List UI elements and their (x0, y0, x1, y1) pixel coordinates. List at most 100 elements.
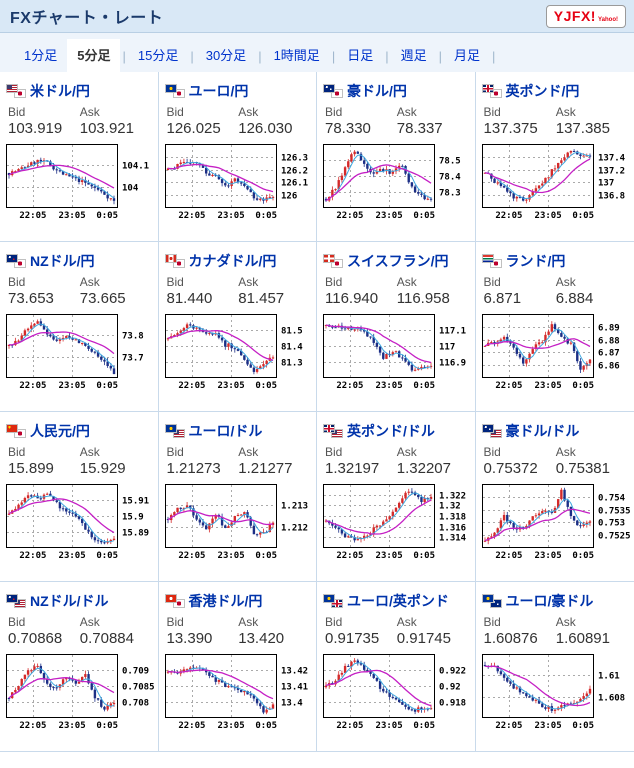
currency-pair-flags-icon (323, 593, 344, 609)
candlestick-chart-svg: 15.91 15.9 15.89 22:05 23:05 0:05 (6, 484, 149, 561)
pair-link[interactable]: ユーロ/豪ドル (476, 582, 634, 612)
pair-cell: ユーロ/円 Bid 126.025 Ask 126.030 126.3 126.2… (158, 72, 317, 242)
svg-text:23:05: 23:05 (217, 381, 244, 391)
svg-text:22:05: 22:05 (495, 381, 522, 391)
bid-value: 1.60876 (483, 630, 538, 647)
svg-text:6.87: 6.87 (598, 349, 620, 359)
yjfx-logo[interactable]: YJFX! Yahoo! (545, 4, 626, 28)
pair-cell: スイスフラン/円 Bid 116.940 Ask 116.958 117.1 11… (317, 242, 476, 412)
svg-text:22:05: 22:05 (178, 381, 205, 391)
mini-candlestick-chart[interactable]: 0.709 0.7085 0.708 22:05 23:05 0:05 (6, 654, 158, 732)
currency-pair-flags-icon (323, 253, 344, 269)
pair-link[interactable]: 人民元/円 (0, 412, 158, 442)
pair-link[interactable]: 豪ドル/ドル (476, 412, 634, 442)
base-currency-flag-icon (164, 83, 177, 93)
mini-candlestick-chart[interactable]: 73.8 73.7 22:05 23:05 0:05 (6, 314, 158, 392)
candlestick-chart-svg: 1.61 1.608 22:05 23:05 0:05 (481, 654, 625, 731)
tab-timeframe-5[interactable]: 日足 (347, 48, 374, 63)
mini-candlestick-chart[interactable]: 1.61 1.608 22:05 23:05 0:05 (481, 654, 634, 732)
bid-value: 6.871 (483, 290, 522, 307)
svg-text:1.61: 1.61 (598, 672, 620, 682)
mini-candlestick-chart[interactable]: 81.5 81.4 81.3 22:05 23:05 0:05 (164, 314, 317, 392)
mini-candlestick-chart[interactable]: 1.322 1.32 1.318 1.316 1.314 22:05 23:05 0:05 (323, 484, 475, 562)
svg-text:1.608: 1.608 (598, 694, 625, 704)
pair-link[interactable]: 英ポンド/ドル (317, 412, 475, 442)
mini-candlestick-chart[interactable]: 15.91 15.9 15.89 22:05 23:05 0:05 (6, 484, 158, 562)
mini-candlestick-chart[interactable]: 0.754 0.7535 0.753 0.7525 22:05 23:05 0:05 (481, 484, 634, 562)
mini-candlestick-chart[interactable]: 126.3 126.2 126.1 126 22:05 23:05 0:05 (164, 144, 317, 222)
candlestick-chart-svg: 137.4 137.2 137 136.8 22:05 23:05 0:05 (481, 144, 625, 221)
mini-candlestick-chart[interactable]: 6.89 6.88 6.87 6.86 22:05 23:05 0:05 (481, 314, 634, 392)
pair-link[interactable]: 豪ドル/円 (317, 72, 475, 102)
mini-candlestick-chart[interactable]: 137.4 137.2 137 136.8 22:05 23:05 0:05 (481, 144, 634, 222)
tab-timeframe-7[interactable]: 月足 (454, 48, 481, 63)
bid-value: 0.75372 (483, 460, 538, 477)
pair-link[interactable]: 香港ドル/円 (159, 582, 317, 612)
tab-timeframe-4[interactable]: 1時間足 (273, 48, 320, 63)
svg-text:0:05: 0:05 (572, 551, 594, 561)
svg-text:116.9: 116.9 (439, 359, 466, 369)
svg-text:23:05: 23:05 (59, 551, 86, 561)
quote-currency-flag-icon (14, 88, 26, 98)
pair-link[interactable]: 英ポンド/円 (476, 72, 634, 102)
pair-name: ユーロ/英ポンド (347, 593, 449, 609)
quote-row: Bid 1.60876 Ask 1.60891 (476, 612, 634, 647)
svg-text:15.91: 15.91 (122, 497, 149, 507)
pair-link[interactable]: ユーロ/円 (159, 72, 317, 102)
candlestick-chart-svg: 73.8 73.7 22:05 23:05 0:05 (6, 314, 144, 391)
pair-link[interactable]: カナダドル/円 (159, 242, 317, 272)
tab-timeframe-1[interactable]: 5分足 (67, 39, 121, 72)
pair-name: ユーロ/円 (188, 83, 249, 99)
base-currency-flag-icon (481, 423, 494, 433)
candlestick-chart-svg: 0.922 0.92 0.918 22:05 23:05 0:05 (323, 654, 466, 731)
tab-separator: | (258, 49, 262, 64)
base-currency-flag-icon (6, 83, 18, 93)
pair-cell: 英ポンド/円 Bid 137.375 Ask 137.385 137.4 137.… (475, 72, 634, 242)
tab-timeframe-0[interactable]: 1分足 (24, 48, 58, 63)
bid-label: Bid (8, 445, 26, 459)
bid-label: Bid (325, 445, 343, 459)
svg-text:6.86: 6.86 (598, 362, 620, 372)
quote-row: Bid 0.70868 Ask 0.70884 (0, 612, 158, 647)
svg-text:104: 104 (122, 184, 139, 194)
mini-candlestick-chart[interactable]: 13.42 13.41 13.4 22:05 23:05 0:05 (164, 654, 317, 732)
svg-text:0:05: 0:05 (413, 721, 435, 731)
svg-text:23:05: 23:05 (376, 721, 403, 731)
pair-link[interactable]: ランド/円 (476, 242, 634, 272)
svg-text:117: 117 (439, 343, 455, 353)
bid-label: Bid (483, 615, 501, 629)
bid-label: Bid (325, 615, 343, 629)
mini-candlestick-chart[interactable]: 78.5 78.4 78.3 22:05 23:05 0:05 (323, 144, 475, 222)
svg-text:78.3: 78.3 (439, 189, 461, 199)
pair-link[interactable]: 米ドル/円 (0, 72, 158, 102)
svg-text:22:05: 22:05 (495, 551, 522, 561)
pair-name: ユーロ/ドル (188, 423, 263, 439)
tab-timeframe-3[interactable]: 30分足 (205, 48, 247, 63)
tab-timeframe-6[interactable]: 週足 (400, 48, 427, 63)
mini-candlestick-chart[interactable]: 1.213 1.212 22:05 23:05 0:05 (164, 484, 317, 562)
base-currency-flag-icon (6, 593, 18, 603)
pair-link[interactable]: ユーロ/ドル (159, 412, 317, 442)
pair-link[interactable]: NZドル/円 (0, 242, 158, 272)
bid-value: 13.390 (166, 630, 213, 647)
mini-candlestick-chart[interactable]: 117.1 117 116.9 22:05 23:05 0:05 (323, 314, 475, 392)
pair-name: 香港ドル/円 (188, 593, 263, 609)
tab-timeframe-2[interactable]: 15分足 (137, 48, 179, 63)
page-title: FXチャート・レート (10, 10, 164, 27)
base-currency-flag-icon (6, 253, 18, 263)
tab-separator: | (385, 49, 389, 64)
bid-label: Bid (8, 615, 26, 629)
bid-label: Bid (166, 445, 184, 459)
currency-pair-flags-icon (323, 83, 344, 99)
mini-candlestick-chart[interactable]: 104.1 104 22:05 23:05 0:05 (6, 144, 158, 222)
svg-text:0.7085: 0.7085 (122, 683, 155, 693)
pair-link[interactable]: ユーロ/英ポンド (317, 582, 475, 612)
pair-link[interactable]: NZドル/ドル (0, 582, 158, 612)
mini-candlestick-chart[interactable]: 0.922 0.92 0.918 22:05 23:05 0:05 (323, 654, 475, 732)
base-currency-flag-icon (164, 423, 177, 433)
candlestick-chart-svg: 6.89 6.88 6.87 6.86 22:05 23:05 0:05 (481, 314, 620, 391)
currency-pair-flags-icon (6, 423, 27, 439)
pair-link[interactable]: スイスフラン/円 (317, 242, 475, 272)
yjfx-logo-text: YJFX! (553, 7, 596, 24)
